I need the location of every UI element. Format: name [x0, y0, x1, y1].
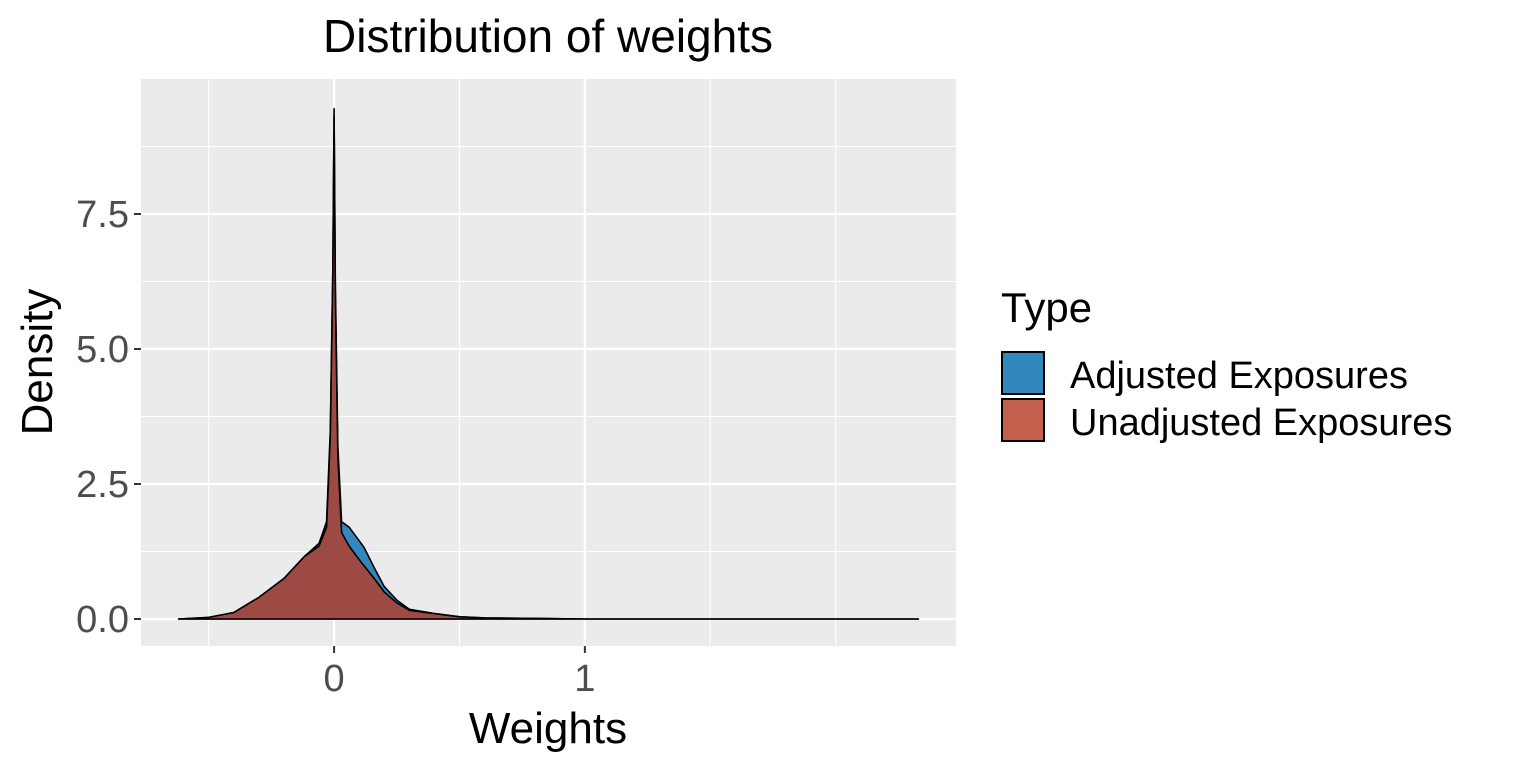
legend-items: Adjusted Exposures Unadjusted Exposures: [1001, 351, 1452, 444]
density-area-unadjusted: [177, 116, 920, 620]
y-axis: 0.0 2.5 5.0 7.5: [76, 194, 141, 641]
legend-label-unadjusted: Unadjusted Exposures: [1070, 402, 1452, 444]
y-tick-label-0: 0.0: [76, 599, 129, 641]
legend-label-adjusted: Adjusted Exposures: [1070, 355, 1408, 397]
y-tick-label-2: 5.0: [76, 329, 129, 371]
y-tick-label-1: 2.5: [76, 464, 129, 506]
chart-title: Distribution of weights: [323, 10, 773, 62]
plot-panel: [141, 79, 956, 646]
legend-key-unadjusted: [1001, 398, 1045, 442]
x-axis-title: Weights: [469, 704, 627, 753]
legend-title: Type: [1001, 284, 1092, 331]
density-areas: [177, 107, 920, 620]
y-axis-title: Density: [13, 289, 62, 436]
x-tick-label-0: 0: [324, 658, 345, 700]
x-tick-label-1: 1: [574, 658, 595, 700]
legend: Type Adjusted Exposures Unadjusted Exposu…: [1001, 284, 1452, 444]
legend-key-adjusted: [1001, 351, 1045, 395]
y-tick-label-3: 7.5: [76, 194, 129, 236]
